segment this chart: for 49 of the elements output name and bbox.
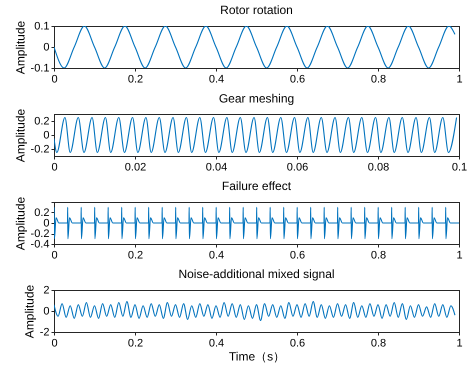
x-tick-label: 0.4	[208, 250, 224, 262]
x-tick-label: 0.08	[368, 162, 390, 174]
y-tick-label: -2	[40, 326, 50, 338]
chart-title: Gear meshing	[218, 91, 294, 106]
y-tick-label: 0	[43, 218, 50, 230]
chart-title: Noise-additional mixed signal	[178, 267, 335, 281]
y-tick-label: 0.2	[34, 207, 50, 219]
x-tick-label: 1	[456, 250, 463, 262]
x-tick-label: 1	[456, 338, 463, 350]
y-axis-title: Amplitude	[14, 20, 28, 74]
y-tick-label: -0.2	[30, 144, 50, 156]
x-axis-title: Time（s）	[228, 350, 286, 364]
y-tick-label: 0	[43, 306, 50, 318]
x-tick-label: 0.1	[452, 162, 468, 174]
x-tick-label: 0.4	[208, 338, 224, 350]
x-tick-label: 0.2	[128, 74, 144, 86]
chart-title: Rotor rotation	[220, 3, 293, 17]
x-tick-label: 0.02	[124, 162, 146, 174]
x-tick-label: 0	[51, 250, 58, 262]
y-tick-label: -0.1	[30, 62, 50, 74]
x-tick-label: 0.04	[206, 162, 228, 174]
x-tick-label: 1	[456, 74, 463, 86]
x-tick-label: 0	[51, 162, 58, 174]
x-tick-label: 0.6	[290, 338, 306, 350]
x-tick-label: 0.4	[208, 74, 224, 86]
y-axis-title: Amplitude	[14, 108, 28, 162]
x-tick-label: 0.6	[290, 74, 306, 86]
y-tick-label: 0.1	[34, 20, 50, 32]
x-tick-label: 0	[51, 338, 58, 350]
x-tick-label: 0.06	[286, 162, 308, 174]
line-series	[54, 26, 456, 68]
y-axis-title: Amplitude	[14, 196, 28, 250]
y-tick-label: 2	[43, 284, 50, 296]
y-tick-label: -0.2	[30, 228, 50, 240]
line-series	[54, 206, 459, 240]
x-tick-label: 0	[51, 74, 58, 86]
x-tick-label: 0.8	[370, 74, 386, 86]
y-tick-label: 0	[43, 130, 50, 142]
x-tick-label: 0.8	[370, 250, 386, 262]
y-tick-label: 0.2	[34, 116, 50, 128]
x-tick-label: 0.2	[128, 250, 144, 262]
line-series	[54, 301, 456, 321]
y-tick-label: 0	[43, 42, 50, 54]
y-tick-label: -0.4	[30, 238, 50, 250]
y-axis-title: Amplitude	[22, 284, 37, 338]
x-tick-label: 0.6	[290, 250, 306, 262]
chart-title: Failure effect	[222, 179, 292, 193]
x-tick-label: 0.2	[128, 338, 144, 350]
x-tick-label: 0.8	[370, 338, 386, 350]
